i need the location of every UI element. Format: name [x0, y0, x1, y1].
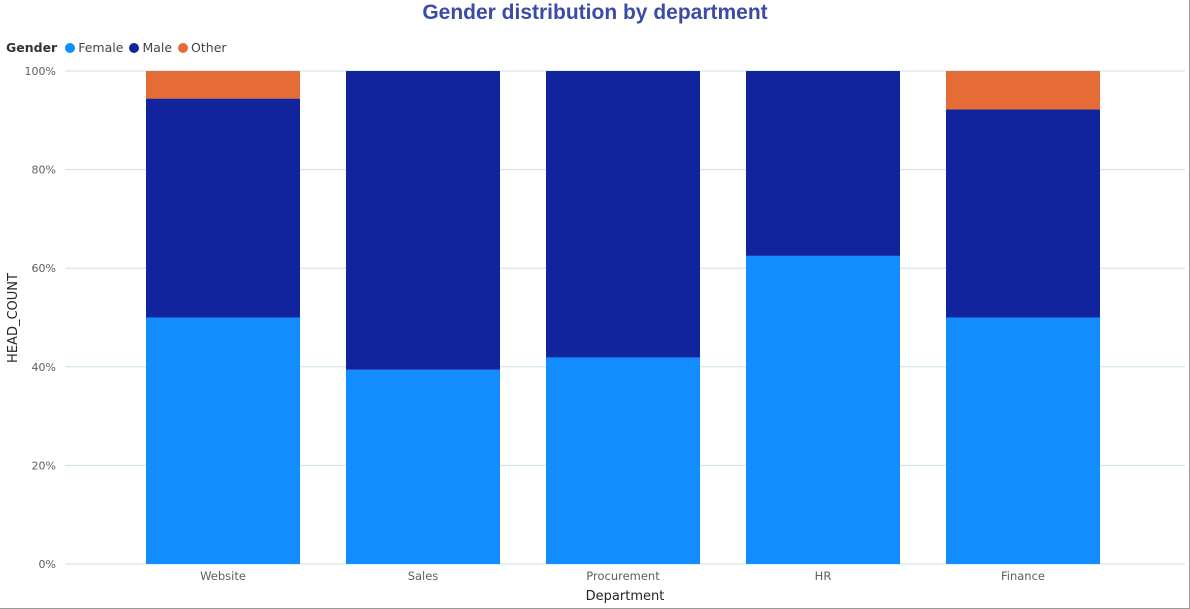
x-tick-label: Finance [1001, 569, 1045, 583]
x-tick-label: Sales [408, 569, 439, 583]
y-tick-label: 0% [39, 558, 56, 571]
y-tick-label: 60% [32, 262, 56, 275]
x-axis-title: Department [586, 589, 665, 604]
bar-segment-male-procurement[interactable] [546, 71, 700, 358]
y-tick-label: 100% [25, 65, 56, 78]
y-tick-label: 80% [32, 164, 56, 177]
bar-segment-female-website[interactable] [146, 317, 300, 565]
legend-item-other[interactable]: Other [178, 40, 227, 55]
legend-label: Female [78, 40, 124, 55]
y-axis-ticks: 0% 20% 40% 60% 80% 100% [25, 65, 56, 571]
legend-title: Gender [6, 40, 58, 55]
legend-label: Other [191, 40, 227, 55]
bar-segment-female-procurement[interactable] [546, 357, 700, 564]
x-tick-label: HR [815, 569, 832, 583]
legend-item-male[interactable]: Male [129, 40, 172, 55]
bar-segment-female-hr[interactable] [746, 255, 900, 564]
bar-segment-male-hr[interactable] [746, 71, 900, 256]
bar-segment-male-website[interactable] [146, 98, 300, 318]
y-axis-title: HEAD_COUNT [6, 273, 21, 363]
y-tick-label: 20% [32, 459, 56, 472]
legend-item-female[interactable]: Female [65, 40, 123, 55]
legend-label: Male [142, 40, 173, 55]
bar-segment-male-sales[interactable] [346, 71, 500, 370]
legend-dot [178, 42, 189, 53]
bar-segment-female-sales[interactable] [346, 369, 500, 564]
x-axis-ticks: Website Sales Procurement HR Finance [200, 569, 1045, 583]
bar-segment-male-finance[interactable] [946, 109, 1100, 318]
y-tick-label: 40% [32, 361, 56, 374]
x-tick-label: Website [200, 569, 246, 583]
legend: Gender Female Male Other [6, 40, 233, 55]
legend-dot [65, 42, 76, 53]
bars [146, 71, 1100, 564]
x-tick-label: Procurement [586, 569, 660, 583]
bar-segment-other-finance[interactable] [946, 71, 1100, 110]
bar-segment-female-finance[interactable] [946, 317, 1100, 565]
chart-title: Gender distribution by department [422, 1, 767, 24]
legend-dot [129, 42, 140, 53]
bar-segment-other-website[interactable] [146, 71, 300, 99]
